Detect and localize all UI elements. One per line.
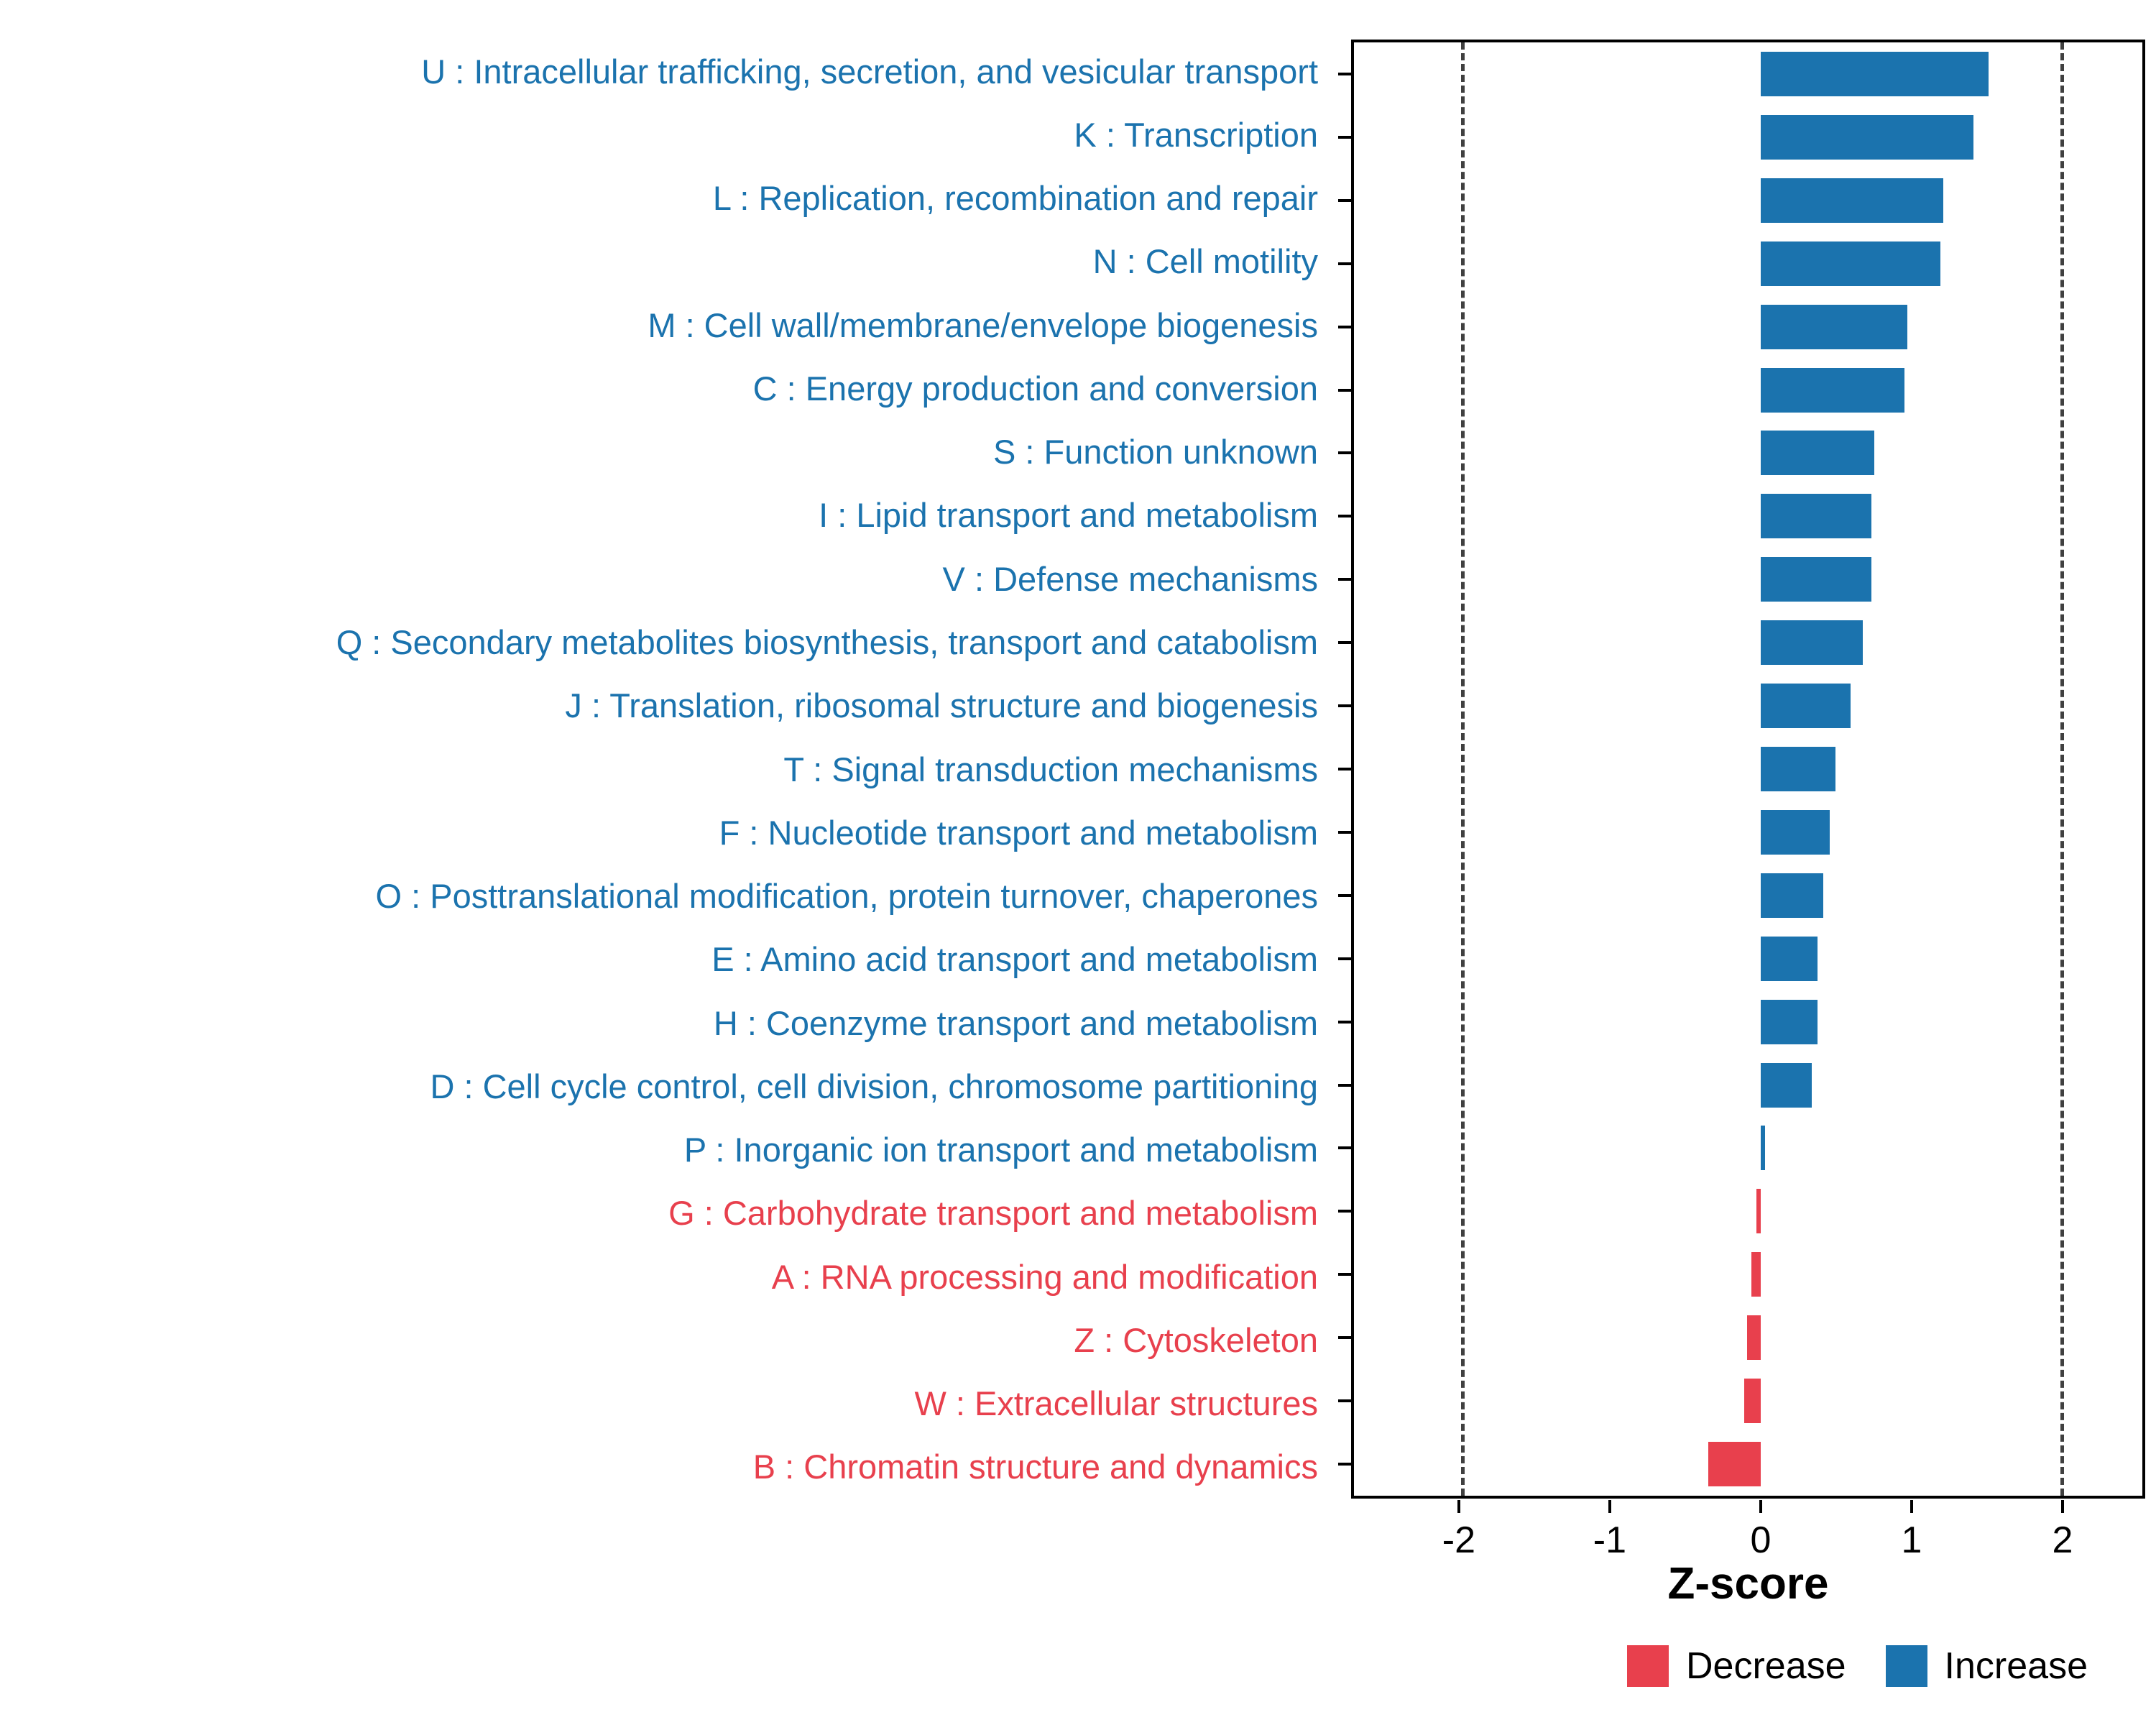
bar <box>1760 51 1989 96</box>
dashed-reference-line <box>2060 42 2064 1496</box>
legend-item-decrease: Decrease <box>1626 1644 1846 1688</box>
x-tick-label: 1 <box>1901 1519 1922 1561</box>
category-label: M : Cell wall/membrane/envelope biogenes… <box>648 305 1318 344</box>
legend-item-increase: Increase <box>1885 1644 2088 1688</box>
bar <box>1760 1126 1766 1171</box>
x-tick-mark <box>1457 1500 1460 1513</box>
y-tick-mark <box>1338 325 1351 328</box>
bar <box>1743 1379 1761 1424</box>
category-label: Z : Cytoskeleton <box>1074 1320 1318 1359</box>
category-label: G : Carbohydrate transport and metabolis… <box>668 1194 1318 1233</box>
y-tick-mark <box>1338 830 1351 834</box>
x-axis-title: Z-score <box>1667 1559 1829 1609</box>
category-label: W : Extracellular structures <box>914 1384 1318 1423</box>
x-tick-mark <box>1608 1500 1611 1513</box>
bar <box>1760 684 1851 729</box>
bar <box>1760 114 1973 160</box>
category-label: J : Translation, ribosomal structure and… <box>565 686 1318 725</box>
bar <box>1760 557 1872 602</box>
y-tick-mark <box>1338 893 1351 897</box>
category-label: S : Function unknown <box>993 433 1318 472</box>
bar <box>1760 178 1944 223</box>
increase-swatch <box>1885 1645 1927 1687</box>
x-axis: -2 -1 0 1 2 <box>1351 1499 2145 1592</box>
x-tick-label: 0 <box>1750 1519 1772 1561</box>
category-label: I : Lipid transport and metabolism <box>819 496 1318 535</box>
y-tick-mark <box>1338 1020 1351 1024</box>
y-tick-mark <box>1338 198 1351 202</box>
legend-label-increase: Increase <box>1944 1645 2088 1687</box>
category-label: P : Inorganic ion transport and metaboli… <box>683 1131 1318 1169</box>
y-tick-mark <box>1338 1399 1351 1403</box>
category-label: B : Chromatin structure and dynamics <box>752 1448 1318 1486</box>
bar <box>1756 1189 1761 1234</box>
y-tick-mark <box>1338 1146 1351 1150</box>
bar <box>1760 809 1830 855</box>
category-label: E : Amino acid transport and metabolism <box>711 940 1318 979</box>
y-tick-mark <box>1338 957 1351 960</box>
category-label: V : Defense mechanisms <box>942 559 1318 598</box>
y-tick-mark <box>1338 1463 1351 1466</box>
y-tick-mark <box>1338 135 1351 139</box>
category-label: N : Cell motility <box>1092 242 1318 281</box>
bar <box>1760 999 1818 1044</box>
y-tick-mark <box>1338 704 1351 708</box>
bar <box>1760 494 1872 539</box>
category-label: T : Signal transduction mechanisms <box>783 750 1318 788</box>
category-label: L : Replication, recombination and repai… <box>712 179 1318 218</box>
y-tick-mark <box>1338 1083 1351 1087</box>
y-tick-mark <box>1338 1273 1351 1276</box>
x-tick-label: 2 <box>2052 1519 2073 1561</box>
legend-label-decrease: Decrease <box>1685 1645 1846 1687</box>
bar <box>1760 873 1824 918</box>
category-label: C : Energy production and conversion <box>752 369 1318 408</box>
y-tick-mark <box>1338 262 1351 265</box>
legend: Decrease Increase <box>1626 1644 2088 1688</box>
bar <box>1760 936 1818 981</box>
category-label: H : Coenzyme transport and metabolism <box>713 1003 1318 1042</box>
y-tick-mark <box>1338 72 1351 75</box>
bar <box>1708 1442 1761 1487</box>
y-axis-labels: U : Intracellular trafficking, secretion… <box>0 40 1331 1499</box>
category-label: O : Posttranslational modification, prot… <box>375 877 1318 916</box>
category-label: A : RNA processing and modification <box>771 1257 1318 1296</box>
y-tick-mark <box>1338 641 1351 645</box>
bar <box>1760 620 1863 666</box>
y-tick-mark <box>1338 451 1351 455</box>
bar <box>1751 1252 1761 1297</box>
bar <box>1760 367 1904 413</box>
decrease-swatch <box>1626 1645 1669 1687</box>
x-tick-mark <box>2060 1500 2064 1513</box>
y-tick-mark <box>1338 1336 1351 1340</box>
bar <box>1760 747 1836 791</box>
bar <box>1760 1062 1812 1108</box>
x-tick-label: -2 <box>1442 1519 1476 1561</box>
bar <box>1760 304 1908 349</box>
x-tick-mark <box>1909 1500 1913 1513</box>
category-label: K : Transcription <box>1074 115 1318 154</box>
x-tick-mark <box>1759 1500 1762 1513</box>
category-label: U : Intracellular trafficking, secretion… <box>421 52 1318 91</box>
dashed-reference-line <box>1460 42 1465 1496</box>
y-tick-mark <box>1338 388 1351 392</box>
y-tick-mark <box>1338 768 1351 770</box>
category-label: Q : Secondary metabolites biosynthesis, … <box>336 623 1318 662</box>
bar <box>1747 1315 1761 1361</box>
x-tick-label: -1 <box>1593 1519 1627 1561</box>
y-tick-mark <box>1338 515 1351 518</box>
category-label: F : Nucleotide transport and metabolism <box>719 813 1318 852</box>
y-tick-mark <box>1338 578 1351 581</box>
category-label: D : Cell cycle control, cell division, c… <box>430 1067 1318 1105</box>
y-tick-mark <box>1338 1210 1351 1213</box>
plot-panel <box>1338 40 2145 1499</box>
bar <box>1760 431 1875 476</box>
bar <box>1760 241 1940 286</box>
